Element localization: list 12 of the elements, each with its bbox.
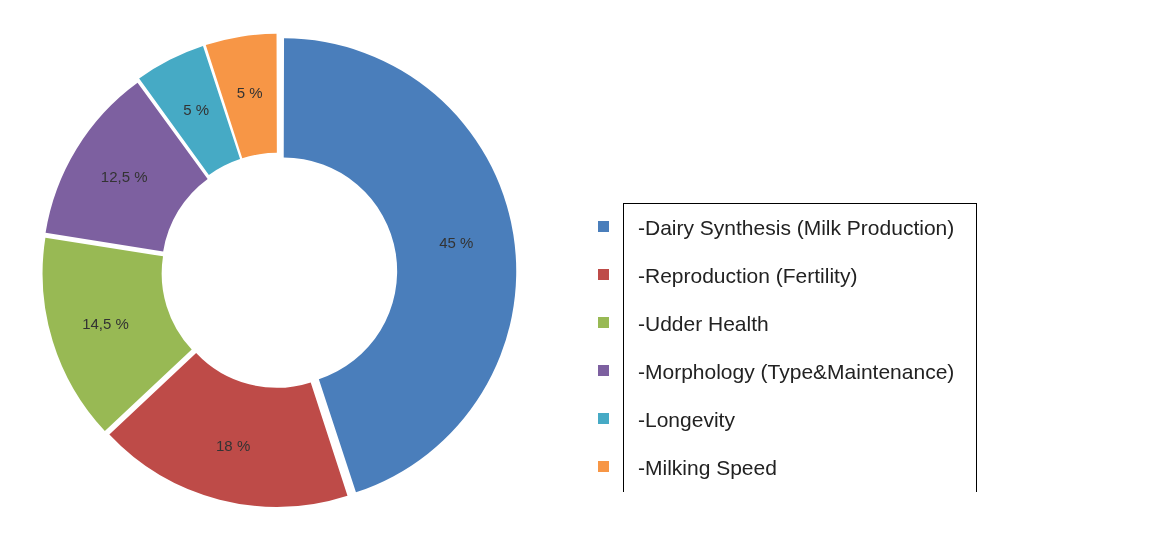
data-label: 5 % [183,101,209,119]
legend-label: -Milking Speed [638,454,778,481]
legend-label: -Dairy Synthesis (Milk Production) [638,214,955,241]
legend-label: -Longevity [638,406,736,433]
data-label: 5 % [236,83,263,101]
data-label: 18 % [216,436,251,454]
legend-label: -Reproduction (Fertility) [638,262,859,289]
data-label: 12,5 % [100,167,148,185]
data-label: 14,5 % [82,315,129,333]
data-label: 45 % [439,233,474,251]
legend-label: -Udder Health [638,310,770,337]
legend-label: -Morphology (Type&Maintenance) [638,358,955,385]
